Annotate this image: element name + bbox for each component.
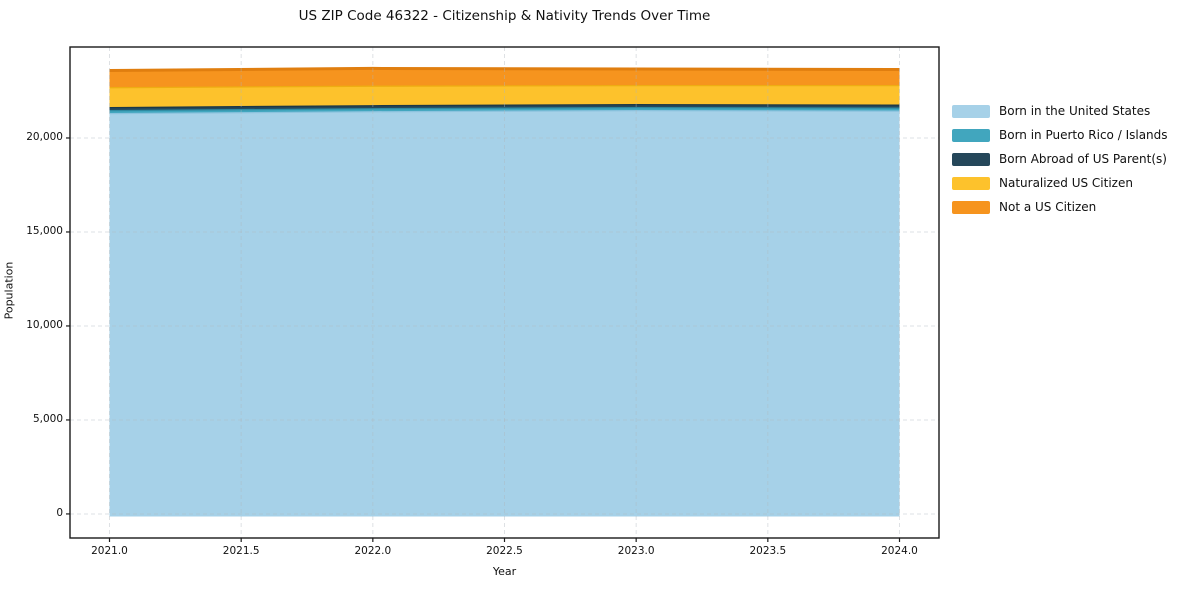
legend-item-3: Naturalized US Citizen bbox=[952, 176, 1168, 190]
legend-item-2: Born Abroad of US Parent(s) bbox=[952, 152, 1168, 166]
y-tick-label: 20,000 bbox=[26, 130, 63, 143]
x-tick-label: 2023.0 bbox=[617, 545, 655, 557]
y-tick-label: 15,000 bbox=[26, 224, 63, 237]
chart-title: US ZIP Code 46322 - Citizenship & Nativi… bbox=[298, 8, 711, 24]
legend-label: Born in Puerto Rico / Islands bbox=[999, 128, 1168, 142]
area-series-2 bbox=[109, 103, 900, 110]
x-tick-label: 2023.5 bbox=[749, 545, 787, 557]
legend-swatch-icon bbox=[952, 128, 990, 142]
area-series-4 bbox=[109, 68, 900, 88]
x-axis-label: Year bbox=[492, 565, 517, 578]
legend-swatch-icon bbox=[952, 200, 990, 214]
legend-item-1: Born in Puerto Rico / Islands bbox=[952, 128, 1168, 142]
area-edge-4 bbox=[109, 66, 900, 72]
x-tick-label: 2022.5 bbox=[486, 545, 523, 557]
legend-swatch-icon bbox=[952, 104, 990, 118]
legend-swatch-icon bbox=[952, 152, 990, 166]
area-series-3 bbox=[109, 84, 900, 107]
area-series-1 bbox=[109, 106, 900, 113]
y-tick-label: 10,000 bbox=[26, 318, 63, 331]
legend-item-0: Born in the United States bbox=[952, 104, 1168, 118]
legend-label: Born Abroad of US Parent(s) bbox=[999, 152, 1167, 166]
x-tick-label: 2022.0 bbox=[354, 545, 392, 557]
y-tick-label: 0 bbox=[56, 506, 63, 519]
legend-swatch-icon bbox=[952, 176, 990, 190]
legend-label: Born in the United States bbox=[999, 104, 1151, 118]
legend-label: Not a US Citizen bbox=[999, 200, 1097, 214]
x-tick-label: 2021.0 bbox=[91, 545, 128, 557]
legend-label: Naturalized US Citizen bbox=[999, 176, 1133, 190]
y-tick-label: 5,000 bbox=[32, 412, 63, 425]
area-series-0 bbox=[109, 109, 900, 517]
x-tick-label: 2024.0 bbox=[881, 545, 918, 557]
chart-legend: Born in the United States Born in Puerto … bbox=[952, 104, 1168, 214]
legend-item-4: Not a US Citizen bbox=[952, 200, 1168, 214]
x-tick-label: 2021.5 bbox=[222, 545, 260, 557]
